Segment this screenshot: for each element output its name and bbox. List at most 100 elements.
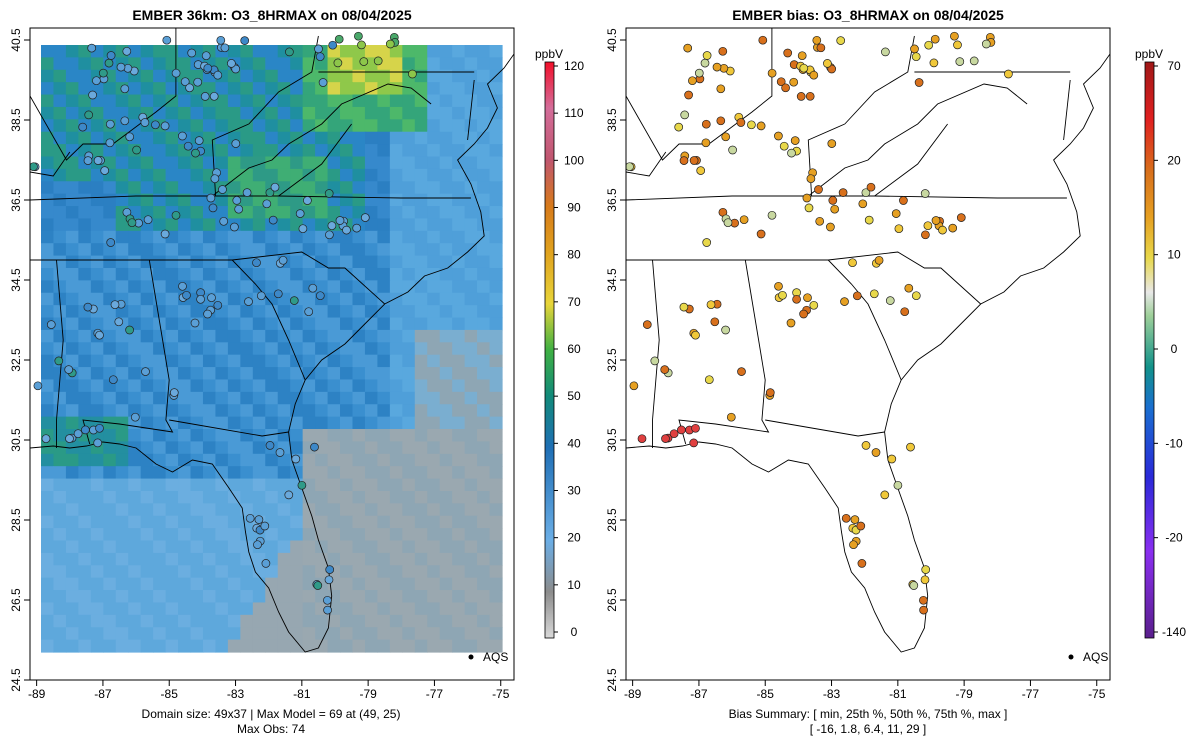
grid-cell bbox=[240, 280, 254, 294]
grid-cell bbox=[41, 590, 55, 604]
grid-cell bbox=[327, 206, 341, 220]
grid-cell bbox=[78, 230, 92, 244]
grid-cell bbox=[90, 255, 104, 269]
site-marker bbox=[93, 156, 103, 165]
grid-cell bbox=[178, 255, 192, 269]
grid-cell bbox=[377, 639, 391, 653]
grid-cell bbox=[252, 453, 266, 467]
grid-cell bbox=[389, 429, 403, 443]
grid-cell bbox=[302, 45, 316, 58]
grid-cell bbox=[190, 391, 204, 405]
x-tick-label: -87 bbox=[94, 687, 112, 701]
grid-cell bbox=[439, 144, 453, 158]
grid-cell bbox=[327, 627, 341, 641]
site-marker bbox=[679, 156, 689, 165]
grid-cell bbox=[65, 106, 79, 120]
grid-cell bbox=[452, 528, 466, 542]
grid-cell bbox=[327, 367, 341, 381]
grid-cell bbox=[115, 627, 129, 641]
grid-cell bbox=[128, 577, 142, 591]
grid-cell bbox=[302, 156, 316, 170]
grid-cell bbox=[427, 243, 441, 257]
site-marker bbox=[46, 320, 56, 329]
grid-cell bbox=[452, 639, 466, 653]
grid-cell bbox=[78, 367, 92, 381]
grid-cell bbox=[340, 540, 354, 554]
grid-cell bbox=[115, 329, 129, 343]
grid-cell bbox=[103, 354, 117, 368]
grid-cell bbox=[78, 478, 92, 492]
grid-cell bbox=[427, 69, 441, 83]
grid-cell bbox=[402, 503, 416, 517]
grid-cell bbox=[464, 206, 478, 220]
grid-cell bbox=[302, 602, 316, 616]
grid-cell bbox=[315, 515, 329, 529]
grid-cell bbox=[477, 367, 491, 381]
site-marker bbox=[127, 218, 137, 228]
grid-cell bbox=[389, 243, 403, 257]
site-marker bbox=[227, 59, 236, 68]
grid-cell bbox=[302, 429, 316, 443]
grid-cell bbox=[427, 453, 441, 467]
grid-cell bbox=[78, 267, 92, 281]
grid-cell bbox=[190, 416, 204, 430]
site-marker bbox=[201, 51, 211, 61]
grid-cell bbox=[178, 119, 192, 133]
grid-cell bbox=[115, 429, 129, 443]
site-marker bbox=[408, 69, 417, 79]
grid-cell bbox=[178, 342, 192, 356]
grid-cell bbox=[178, 602, 192, 616]
grid-cell bbox=[227, 639, 241, 653]
grid-cell bbox=[140, 168, 154, 182]
grid-cell bbox=[327, 466, 341, 480]
grid-cell bbox=[240, 441, 254, 455]
site-marker bbox=[778, 290, 787, 300]
grid-cell bbox=[165, 131, 179, 145]
grid-cell bbox=[128, 639, 142, 653]
grid-cell bbox=[265, 267, 279, 281]
grid-cell bbox=[140, 441, 154, 455]
grid-cell bbox=[477, 45, 491, 58]
grid-cell bbox=[140, 429, 154, 443]
grid-cell bbox=[153, 69, 167, 83]
grid-cell bbox=[41, 577, 55, 591]
site-marker bbox=[315, 291, 325, 301]
grid-cell bbox=[178, 305, 192, 319]
grid-cell bbox=[290, 329, 304, 343]
grid-cell bbox=[227, 391, 241, 405]
site-marker bbox=[736, 118, 746, 127]
grid-cell bbox=[252, 305, 266, 319]
grid-cell bbox=[78, 94, 92, 108]
grid-cell bbox=[115, 540, 129, 554]
grid-cell bbox=[315, 305, 329, 319]
grid-cell bbox=[364, 69, 379, 83]
grid-cell bbox=[190, 168, 204, 182]
grid-cell bbox=[240, 453, 254, 467]
grid-cell bbox=[327, 329, 341, 343]
grid-cell bbox=[389, 453, 403, 467]
grid-cell bbox=[165, 614, 179, 628]
site-marker bbox=[701, 138, 711, 148]
site-marker bbox=[747, 120, 756, 130]
site-marker bbox=[41, 434, 51, 444]
grid-cell bbox=[414, 193, 428, 207]
grid-cell bbox=[115, 144, 129, 158]
grid-cell bbox=[452, 69, 466, 83]
grid-cell bbox=[352, 577, 366, 591]
grid-cell bbox=[227, 317, 241, 331]
grid-cell bbox=[153, 367, 167, 381]
grid-cell bbox=[389, 168, 403, 182]
grid-cell bbox=[327, 528, 341, 542]
grid-cell bbox=[103, 602, 117, 616]
grid-cell bbox=[402, 255, 416, 269]
site-marker bbox=[674, 122, 684, 132]
grid-cell bbox=[103, 218, 117, 232]
grid-cell bbox=[327, 503, 341, 517]
grid-cell bbox=[402, 57, 416, 71]
grid-cell bbox=[340, 429, 354, 443]
site-marker bbox=[861, 441, 871, 450]
grid-cell bbox=[489, 391, 503, 405]
site-marker bbox=[789, 77, 799, 87]
site-marker bbox=[213, 70, 223, 80]
grid-cell bbox=[452, 503, 466, 517]
